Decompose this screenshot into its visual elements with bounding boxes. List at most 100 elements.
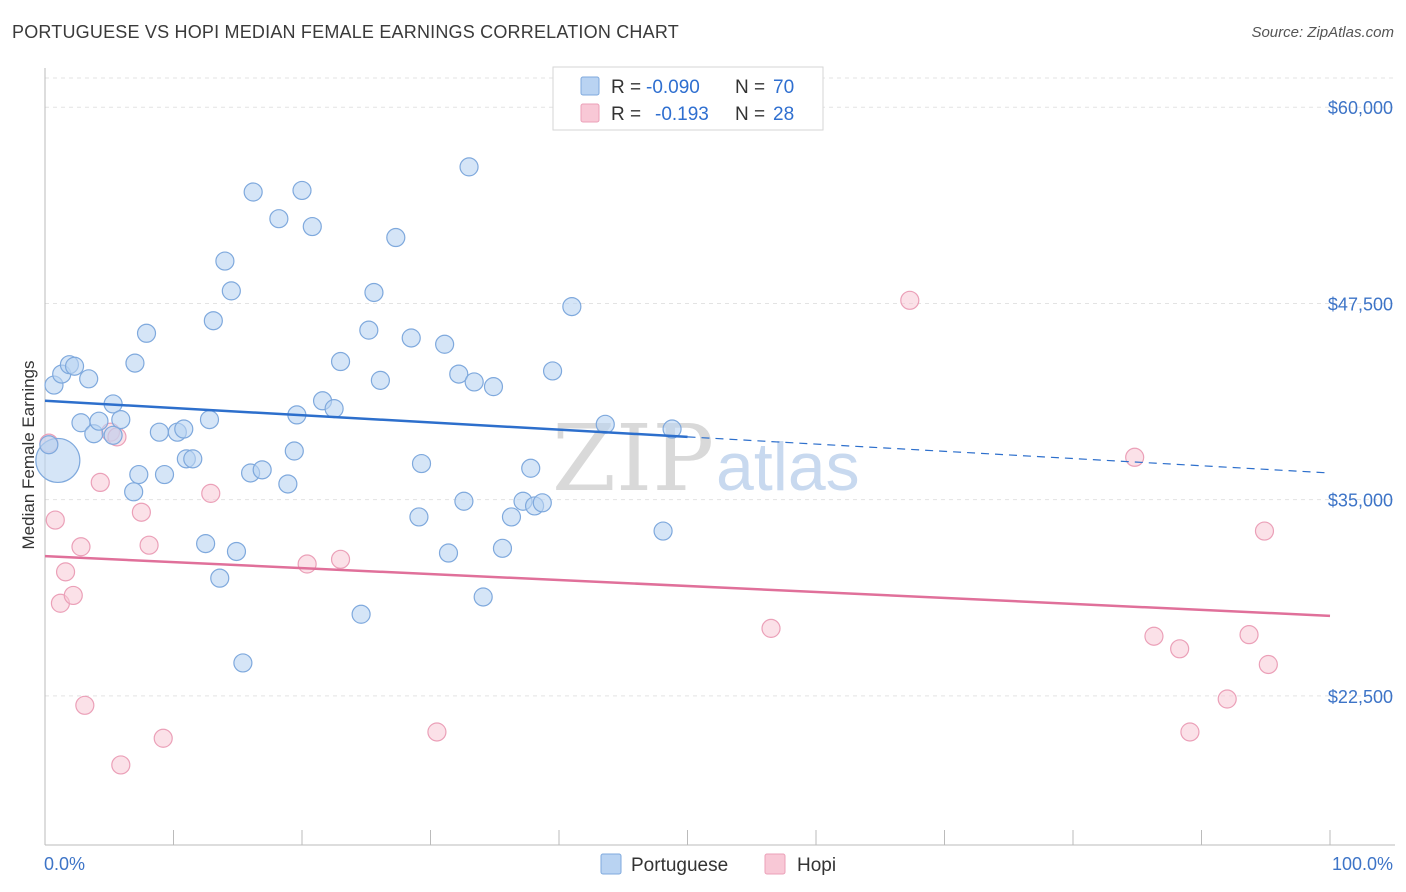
hopi-point: [1217, 689, 1237, 709]
chart-title: PORTUGUESE VS HOPI MEDIAN FEMALE EARNING…: [12, 22, 679, 42]
portuguese-point: [364, 282, 384, 303]
portuguese-point: [501, 507, 522, 527]
y-tick-label: $22,500: [1328, 687, 1393, 707]
hopi-point: [1254, 521, 1275, 541]
legend-n-label-portuguese: N =: [735, 77, 765, 98]
y-tick-labels: $22,500 $35,000 $47,500 $60,000: [1328, 98, 1393, 707]
bottom-legend-swatch-hopi: [764, 853, 786, 875]
portuguese-point: [454, 491, 474, 511]
legend-swatch-hopi: [580, 103, 600, 123]
y-tick-label: $35,000: [1328, 491, 1393, 511]
portuguese-point: [79, 369, 99, 389]
portuguese-point: [129, 464, 149, 485]
correlation-legend: R = -0.090 N = 70 R = -0.193 N = 28: [552, 66, 824, 131]
portuguese-point: [386, 227, 406, 248]
portuguese-point: [411, 453, 432, 474]
portuguese-point: [39, 435, 59, 455]
x-axis-ticks: [44, 830, 1331, 845]
hopi-point: [1144, 626, 1164, 646]
hopi-point: [761, 618, 781, 638]
portuguese-point: [252, 460, 272, 480]
portuguese-point: [215, 251, 235, 271]
bottom-legend-label-portuguese: Portuguese: [631, 855, 728, 876]
portuguese-point: [464, 372, 484, 392]
legend-r-label-hopi: R =: [611, 104, 641, 125]
portuguese-point: [351, 604, 371, 624]
portuguese-point: [111, 410, 131, 430]
portuguese-point: [595, 414, 615, 434]
hopi-point: [45, 510, 65, 530]
hopi-point: [75, 695, 95, 715]
hopi-trend-line: [44, 554, 1331, 618]
x-tick-label-max: 100.0%: [1332, 854, 1393, 874]
portuguese-point: [435, 334, 455, 354]
bottom-legend-label-hopi: Hopi: [797, 855, 836, 876]
portuguese-point: [174, 419, 194, 439]
portuguese-point: [154, 464, 175, 485]
portuguese-point: [483, 377, 504, 397]
portuguese-point: [199, 410, 220, 430]
portuguese-point: [125, 353, 145, 373]
legend-n-label-hopi: N =: [735, 104, 765, 125]
portuguese-point: [226, 541, 247, 562]
hopi-point: [90, 472, 110, 492]
y-axis-title: Median Female Earnings: [19, 361, 38, 550]
x-tick-label-min: 0.0%: [44, 854, 85, 874]
portuguese-point: [401, 328, 421, 348]
portuguese-point: [183, 449, 203, 469]
portuguese-point: [136, 323, 157, 343]
portuguese-point: [359, 320, 379, 340]
portuguese-point: [196, 534, 216, 554]
portuguese-point: [243, 182, 263, 202]
portuguese-point: [542, 361, 563, 381]
hopi-point: [1170, 639, 1190, 659]
portuguese-point: [330, 351, 351, 372]
hopi-point: [1239, 625, 1259, 645]
portuguese-point: [89, 411, 109, 431]
portuguese-point: [473, 587, 493, 607]
portuguese-point: [292, 180, 312, 201]
portuguese-point: [302, 216, 322, 237]
portuguese-point: [492, 538, 513, 558]
hopi-point: [1180, 722, 1200, 742]
legend-r-label-portuguese: R =: [611, 77, 641, 98]
legend-n-value-hopi: 28: [773, 104, 794, 125]
hopi-point: [111, 755, 131, 775]
portuguese-point: [103, 425, 123, 445]
hopi-point: [131, 502, 151, 522]
watermark-zip: ZIP: [552, 405, 714, 512]
hopi-point: [1258, 654, 1278, 675]
portuguese-point: [124, 482, 144, 502]
legend-r-value-portuguese: -0.090: [646, 77, 700, 98]
portuguese-point: [653, 521, 673, 541]
hopi-point: [427, 722, 447, 742]
portuguese-point: [278, 474, 298, 494]
source-credit: Source: ZipAtlas.com: [1251, 24, 1394, 41]
portuguese-point: [233, 653, 253, 673]
series-legend: Portuguese Hopi: [600, 853, 836, 876]
trend-lines: [44, 399, 1331, 618]
legend-r-value-hopi: -0.193: [655, 104, 709, 125]
hopi-point: [1125, 447, 1145, 467]
portuguese-point: [210, 568, 230, 588]
portuguese-point: [221, 281, 241, 301]
portuguese-point: [459, 157, 479, 177]
hopi-point: [330, 549, 351, 569]
y-tick-label: $60,000: [1328, 98, 1393, 118]
portuguese-trend-line: [44, 399, 688, 439]
portuguese-point: [521, 458, 541, 478]
portuguese-point: [562, 296, 582, 317]
portuguese-series: [35, 157, 682, 673]
portuguese-point: [662, 419, 682, 439]
grid-lines: [45, 77, 1395, 697]
portuguese-point: [269, 209, 289, 229]
watermark-atlas: atlas: [716, 429, 860, 505]
portuguese-point: [370, 370, 390, 390]
hopi-point: [153, 728, 173, 748]
portuguese-point: [438, 543, 459, 563]
hopi-point: [71, 537, 91, 557]
hopi-point: [63, 585, 83, 606]
bottom-legend-swatch-portuguese: [600, 853, 622, 875]
hopi-point: [297, 554, 317, 574]
